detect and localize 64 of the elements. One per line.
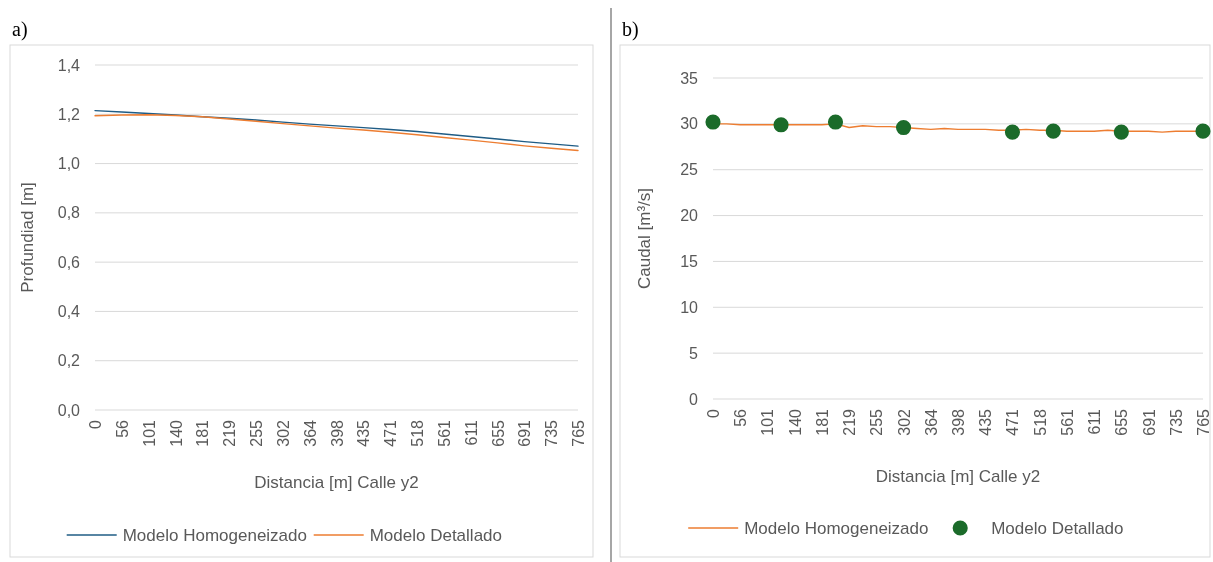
x-tick-label: 655 [489, 419, 507, 447]
y-tick-label: 0,2 [57, 352, 81, 370]
x-tick-label: 561 [435, 419, 453, 447]
x-tick-label: 0 [87, 419, 104, 429]
x-tick-label: 561 [1058, 408, 1076, 436]
x-tick-label: 56 [732, 408, 750, 427]
x-tick-label: 219 [221, 419, 239, 447]
y-tick-label: 35 [680, 69, 699, 87]
x-tick-label: 735 [1167, 408, 1185, 436]
x-tick-label: 302 [274, 419, 292, 447]
y-tick-label: 0,0 [57, 401, 81, 419]
x-tick-label: 181 [194, 419, 212, 447]
x-tick-label: 398 [328, 419, 346, 447]
x-tick-label: 56 [113, 419, 131, 438]
y-tick-label: 30 [680, 115, 699, 133]
y-tick-label: 5 [689, 344, 699, 362]
y-tick-label: 1,2 [57, 105, 81, 123]
y-tick-label: 1,0 [57, 155, 81, 173]
x-tick-label: 101 [759, 408, 777, 436]
x-tick-label: 181 [813, 408, 831, 436]
y-tick-label: 15 [680, 253, 699, 271]
chart-title: a) [12, 18, 28, 41]
legend-label: Modelo Detallado [991, 518, 1124, 538]
x-tick-label: 611 [1086, 408, 1104, 435]
y-tick-label: 10 [680, 298, 699, 316]
x-tick-label: 0 [705, 408, 722, 418]
x-tick-label: 655 [1113, 408, 1131, 436]
x-tick-label: 302 [895, 408, 913, 436]
x-tick-label: 255 [868, 408, 886, 436]
x-tick-label: 691 [1140, 408, 1158, 436]
x-tick-label: 219 [841, 408, 859, 436]
x-tick-label: 471 [1004, 408, 1022, 436]
y-tick-label: 25 [680, 161, 699, 179]
y-tick-label: 0,4 [57, 303, 81, 321]
x-tick-label: 765 [570, 419, 587, 447]
x-tick-label: 435 [977, 408, 995, 436]
y-axis-title: Profundiad [m] [18, 182, 37, 293]
x-tick-label: 518 [409, 419, 426, 447]
legend-label: Modelo Homogeneizado [744, 518, 929, 538]
y-tick-label: 1,4 [57, 56, 81, 74]
y-tick-label: 20 [680, 207, 699, 225]
chart-title: b) [622, 18, 639, 41]
x-tick-label: 255 [248, 419, 265, 447]
y-tick-label: 0,8 [57, 204, 81, 222]
x-tick-label: 140 [167, 419, 185, 447]
legend-label: Modelo Detallado [369, 525, 503, 545]
y-axis-title: Caudal [m³/s] [635, 187, 654, 290]
x-tick-label: 364 [922, 408, 940, 436]
x-tick-label: 611 [462, 419, 480, 446]
x-tick-label: 398 [950, 408, 967, 436]
x-tick-label: 518 [1031, 408, 1049, 436]
x-tick-label: 435 [355, 419, 373, 447]
y-tick-label: 0 [689, 390, 699, 408]
x-axis-title: Distancia [m] Calle y2 [254, 473, 419, 492]
x-tick-label: 364 [301, 419, 319, 447]
x-tick-label: 471 [382, 419, 400, 447]
x-axis-title: Distancia [m] Calle y2 [875, 467, 1041, 486]
x-tick-label: 765 [1195, 408, 1212, 436]
y-tick-label: 0,6 [57, 253, 81, 271]
x-tick-label: 140 [786, 408, 804, 436]
x-tick-label: 735 [543, 419, 561, 447]
x-tick-label: 101 [140, 419, 158, 447]
legend-label: Modelo Homogeneizado [122, 525, 307, 545]
x-tick-label: 691 [516, 419, 534, 447]
